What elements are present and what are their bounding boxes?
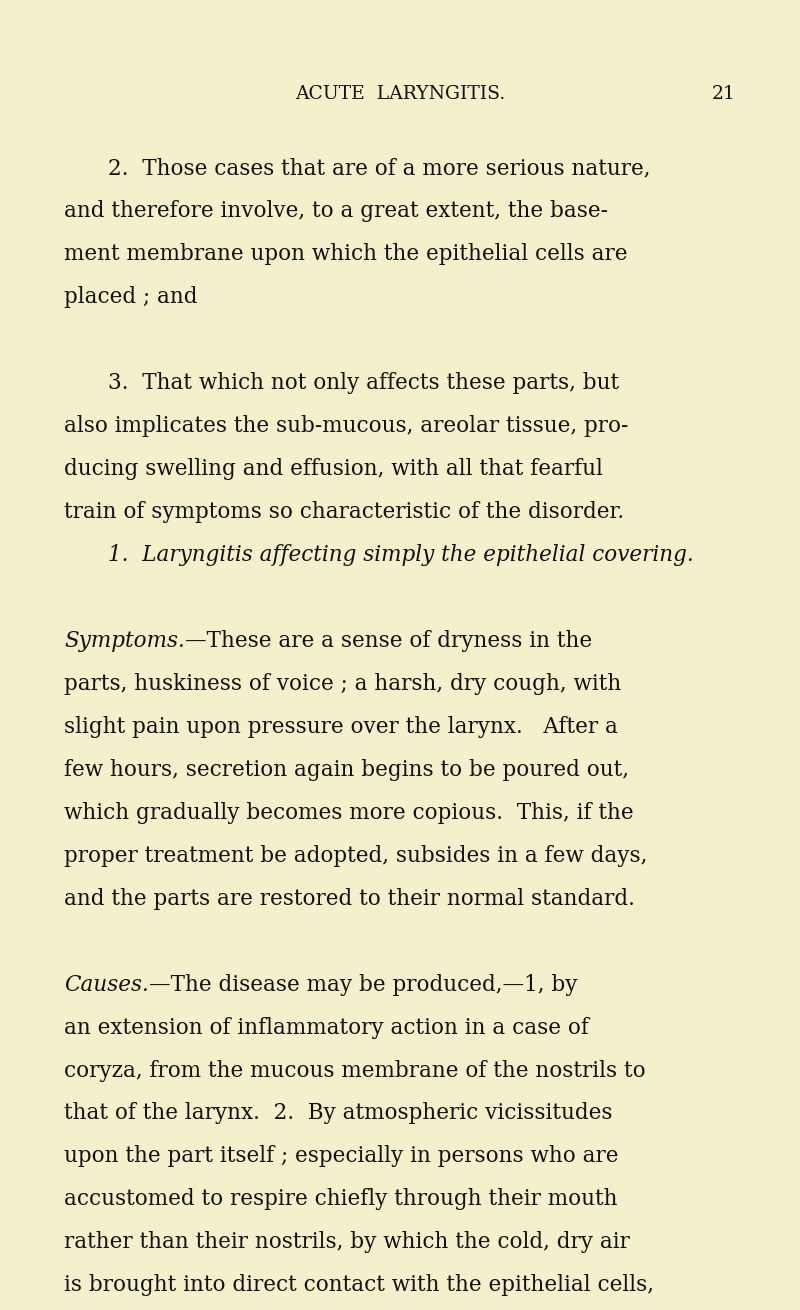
Text: accustomed to respire chiefly through their mouth: accustomed to respire chiefly through th… <box>64 1188 618 1210</box>
Text: which gradually becomes more copious.  This, if the: which gradually becomes more copious. Th… <box>64 802 634 824</box>
Text: —The disease may be produced,—1, by: —The disease may be produced,—1, by <box>149 973 578 996</box>
Text: ment membrane upon which the epithelial cells are: ment membrane upon which the epithelial … <box>64 244 627 265</box>
Text: also implicates the sub-mucous, areolar tissue, pro-: also implicates the sub-mucous, areolar … <box>64 415 628 438</box>
Text: train of symptoms so characteristic of the disorder.: train of symptoms so characteristic of t… <box>64 500 624 523</box>
Text: 2.  Those cases that are of a more serious nature,: 2. Those cases that are of a more seriou… <box>108 157 650 179</box>
Text: and therefore involve, to a great extent, the base-: and therefore involve, to a great extent… <box>64 200 608 223</box>
Text: upon the part itself ; especially in persons who are: upon the part itself ; especially in per… <box>64 1145 618 1167</box>
Text: few hours, secretion again begins to be poured out,: few hours, secretion again begins to be … <box>64 758 629 781</box>
Text: 1.  Laryngitis affecting simply the epithelial covering.: 1. Laryngitis affecting simply the epith… <box>108 544 694 566</box>
Text: slight pain upon pressure over the larynx.   After a: slight pain upon pressure over the laryn… <box>64 715 618 738</box>
Text: Causes.: Causes. <box>64 973 149 996</box>
Text: an extension of inflammatory action in a case of: an extension of inflammatory action in a… <box>64 1017 589 1039</box>
Text: parts, huskiness of voice ; a harsh, dry cough, with: parts, huskiness of voice ; a harsh, dry… <box>64 673 622 694</box>
Text: proper treatment be adopted, subsides in a few days,: proper treatment be adopted, subsides in… <box>64 845 647 867</box>
Text: Symptoms.: Symptoms. <box>64 630 185 652</box>
Text: placed ; and: placed ; and <box>64 286 198 308</box>
Text: ACUTE  LARYNGITIS.: ACUTE LARYNGITIS. <box>295 85 505 103</box>
Text: is brought into direct contact with the epithelial cells,: is brought into direct contact with the … <box>64 1275 654 1297</box>
Text: and the parts are restored to their normal standard.: and the parts are restored to their norm… <box>64 888 635 909</box>
Text: —These are a sense of dryness in the: —These are a sense of dryness in the <box>185 630 592 652</box>
Text: 21: 21 <box>712 85 736 103</box>
Text: that of the larynx.  2.  By atmospheric vicissitudes: that of the larynx. 2. By atmospheric vi… <box>64 1103 613 1124</box>
Text: rather than their nostrils, by which the cold, dry air: rather than their nostrils, by which the… <box>64 1231 630 1254</box>
Text: ducing swelling and effusion, with all that fearful: ducing swelling and effusion, with all t… <box>64 458 603 479</box>
Text: coryza, from the mucous membrane of the nostrils to: coryza, from the mucous membrane of the … <box>64 1060 646 1082</box>
Text: 3.  That which not only affects these parts, but: 3. That which not only affects these par… <box>108 372 619 394</box>
